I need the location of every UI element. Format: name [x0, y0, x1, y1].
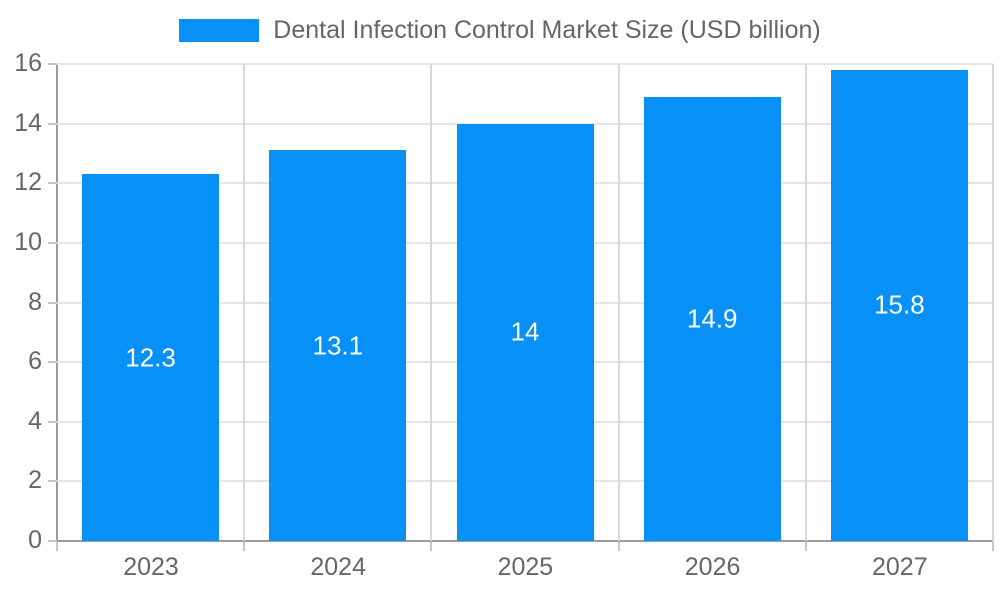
bar-value-label: 15.8	[874, 289, 925, 320]
y-axis-tick-mark	[48, 122, 57, 125]
y-axis-tick-mark	[48, 241, 57, 244]
chart-legend[interactable]: Dental Infection Control Market Size (US…	[0, 12, 1000, 48]
bar[interactable]	[269, 150, 407, 541]
bar[interactable]	[456, 123, 594, 541]
x-axis-tick-label: 2025	[497, 553, 554, 581]
gridline-vertical	[617, 64, 620, 541]
bar[interactable]	[830, 69, 968, 541]
x-axis-tick-label: 2027	[871, 553, 928, 581]
y-axis-tick-label: 6	[28, 347, 42, 376]
bar-value-label: 12.3	[125, 342, 176, 373]
bar[interactable]	[82, 174, 220, 541]
legend-label: Dental Infection Control Market Size (US…	[273, 15, 821, 44]
y-axis-tick-label: 12	[14, 168, 42, 197]
y-axis-tick-label: 2	[28, 466, 42, 495]
y-axis-tick-label: 0	[28, 525, 42, 554]
x-axis-tick-mark	[804, 542, 807, 551]
y-axis-tick-label: 4	[28, 406, 42, 435]
gridline-vertical	[992, 64, 994, 541]
x-axis-line	[57, 540, 993, 542]
bar[interactable]	[643, 96, 781, 541]
x-axis-tick-label: 2026	[684, 553, 741, 581]
legend-swatch	[179, 18, 260, 42]
bar-value-label: 13.1	[312, 330, 364, 361]
bar-value-label: 14	[510, 316, 540, 347]
gridline-horizontal	[57, 63, 993, 65]
x-axis-tick-mark	[992, 542, 994, 551]
bar-value-label: 14.9	[686, 303, 738, 334]
gridline-vertical	[243, 64, 246, 541]
y-axis-tick-mark	[48, 301, 57, 304]
y-axis-tick-label: 8	[28, 287, 42, 316]
x-axis-tick-mark	[56, 542, 58, 551]
y-axis-tick-label: 14	[14, 108, 42, 137]
y-axis-tick-mark	[48, 63, 57, 65]
y-axis-tick-mark	[48, 182, 57, 185]
y-axis-tick-mark	[48, 361, 57, 364]
y-axis-tick-label: 10	[14, 227, 42, 256]
y-axis-tick-mark	[48, 420, 57, 423]
x-axis-tick-mark	[617, 542, 620, 551]
x-axis-tick-label: 2024	[310, 553, 366, 581]
x-axis-tick-label: 2023	[123, 553, 179, 581]
gridline-vertical	[430, 64, 433, 541]
y-axis-tick-label: 16	[14, 48, 42, 77]
y-axis-tick-mark	[48, 540, 57, 542]
gridline-vertical	[804, 64, 807, 541]
x-axis-tick-mark	[430, 542, 433, 551]
y-axis-tick-mark	[48, 480, 57, 483]
x-axis-tick-mark	[243, 542, 246, 551]
